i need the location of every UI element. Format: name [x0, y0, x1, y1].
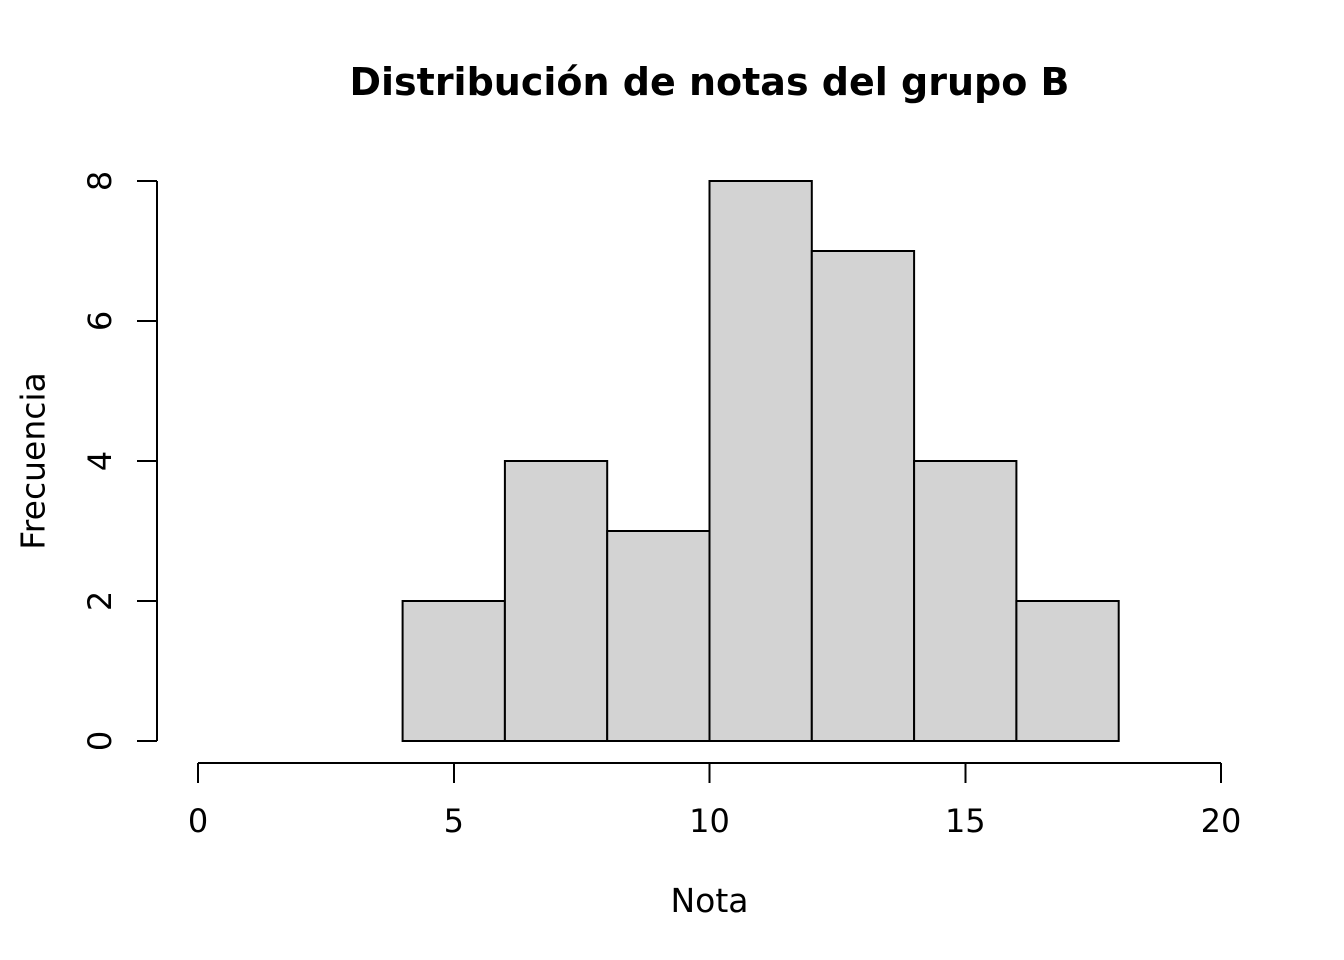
y-tick-label: 4 — [81, 451, 119, 471]
x-tick-label: 0 — [188, 802, 208, 840]
y-tick-label: 8 — [81, 171, 119, 191]
histogram-bar — [708, 180, 813, 742]
x-tick-label: 5 — [444, 802, 464, 840]
y-axis-label: Frecuencia — [13, 372, 53, 550]
x-axis-label: Nota — [670, 881, 749, 920]
y-tick-label: 0 — [81, 731, 119, 751]
y-tick-label: 2 — [81, 591, 119, 611]
histogram-bar — [913, 460, 1018, 742]
histogram-bar — [503, 460, 609, 742]
chart-title: Distribución de notas del grupo B — [349, 60, 1070, 104]
x-tick-label: 20 — [1201, 802, 1242, 840]
histogram-bar — [606, 530, 711, 742]
x-tick-label: 10 — [689, 802, 730, 840]
histogram-bar — [1015, 600, 1120, 742]
histogram-bar — [401, 600, 506, 742]
x-tick-label: 15 — [945, 802, 986, 840]
histogram-bar — [810, 250, 916, 742]
y-tick-label: 6 — [81, 311, 119, 331]
